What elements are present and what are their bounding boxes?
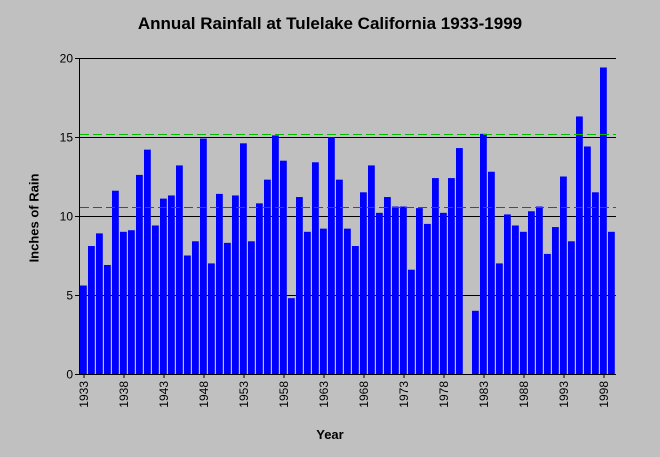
y-tick-label: 15 <box>60 131 74 145</box>
x-tick-label: 1953 <box>237 381 251 408</box>
bar <box>424 223 431 374</box>
y-tick-label: 0 <box>66 368 73 382</box>
x-tick-label: 1993 <box>557 381 571 408</box>
x-tick-label: 1983 <box>477 381 491 408</box>
bar <box>368 165 375 374</box>
bar <box>400 206 407 374</box>
bar <box>544 253 551 374</box>
bar <box>592 192 599 374</box>
x-tick-label: 1933 <box>77 381 91 408</box>
x-axis-label: Year <box>316 427 344 442</box>
bar <box>432 178 439 374</box>
y-tick-label: 20 <box>60 52 74 66</box>
x-tick-label: 1978 <box>437 381 451 408</box>
bar <box>528 211 535 374</box>
bar <box>160 198 167 374</box>
bar <box>472 310 479 374</box>
bar <box>520 231 527 374</box>
bar <box>392 206 399 374</box>
x-tick-label: 1963 <box>317 381 331 408</box>
bar <box>328 137 335 374</box>
bar <box>216 193 223 374</box>
reference-lines-layer <box>80 134 616 208</box>
bar <box>152 225 159 374</box>
bar <box>416 208 423 374</box>
bar <box>184 255 191 374</box>
x-tick-label: 1968 <box>357 381 371 408</box>
bar <box>112 190 119 374</box>
bar <box>480 133 487 374</box>
bars-layer <box>80 67 615 375</box>
bar <box>344 228 351 374</box>
x-tick-label: 1958 <box>277 381 291 408</box>
bar <box>312 162 319 374</box>
bar <box>320 228 327 374</box>
bar <box>288 298 295 374</box>
bar <box>224 242 231 374</box>
bar <box>256 203 263 374</box>
bar <box>448 178 455 374</box>
bar <box>552 227 559 374</box>
bar <box>168 195 175 374</box>
bar <box>128 230 135 374</box>
bar <box>296 197 303 374</box>
bar <box>272 135 279 374</box>
bar <box>280 160 287 374</box>
bar <box>576 116 583 375</box>
bar <box>568 241 575 374</box>
bar <box>608 231 615 374</box>
bar <box>104 264 111 374</box>
bar <box>80 285 87 374</box>
bar <box>336 179 343 374</box>
bar <box>264 179 271 374</box>
bar <box>120 231 127 374</box>
bar <box>208 263 215 374</box>
bar <box>304 231 311 374</box>
bar <box>192 241 199 374</box>
bar <box>248 241 255 374</box>
bar <box>232 195 239 374</box>
x-tick-label: 1938 <box>117 381 131 408</box>
bar <box>200 138 207 374</box>
x-tick-label: 1943 <box>157 381 171 408</box>
bar <box>496 263 503 374</box>
x-tick-label: 1973 <box>397 381 411 408</box>
bar <box>560 176 567 374</box>
bar <box>512 225 519 374</box>
y-tick-label: 5 <box>66 289 73 303</box>
bar <box>440 212 447 374</box>
bar <box>488 171 495 374</box>
x-tick-label: 1988 <box>517 381 531 408</box>
bar <box>96 233 103 374</box>
axis-layer: 0 5 10 15 20 1933 1938 1943 1948 1953 1958 1963 1968… <box>60 52 616 408</box>
y-tick-label: 10 <box>60 210 74 224</box>
bar <box>144 149 151 374</box>
bar <box>584 146 591 374</box>
bar <box>176 165 183 374</box>
bar <box>360 192 367 374</box>
x-tick-label: 1998 <box>597 381 611 408</box>
bar <box>240 143 247 374</box>
bar <box>408 269 415 374</box>
bar <box>352 246 359 374</box>
x-tick-label: 1948 <box>197 381 211 408</box>
bar <box>88 246 95 374</box>
bar <box>384 197 391 374</box>
bar <box>504 214 511 374</box>
bar <box>136 174 143 374</box>
bar <box>600 67 607 374</box>
bar <box>536 206 543 374</box>
bar <box>456 148 463 374</box>
bar <box>376 212 383 374</box>
chart-title: Annual Rainfall at Tulelake California 1… <box>137 14 523 33</box>
